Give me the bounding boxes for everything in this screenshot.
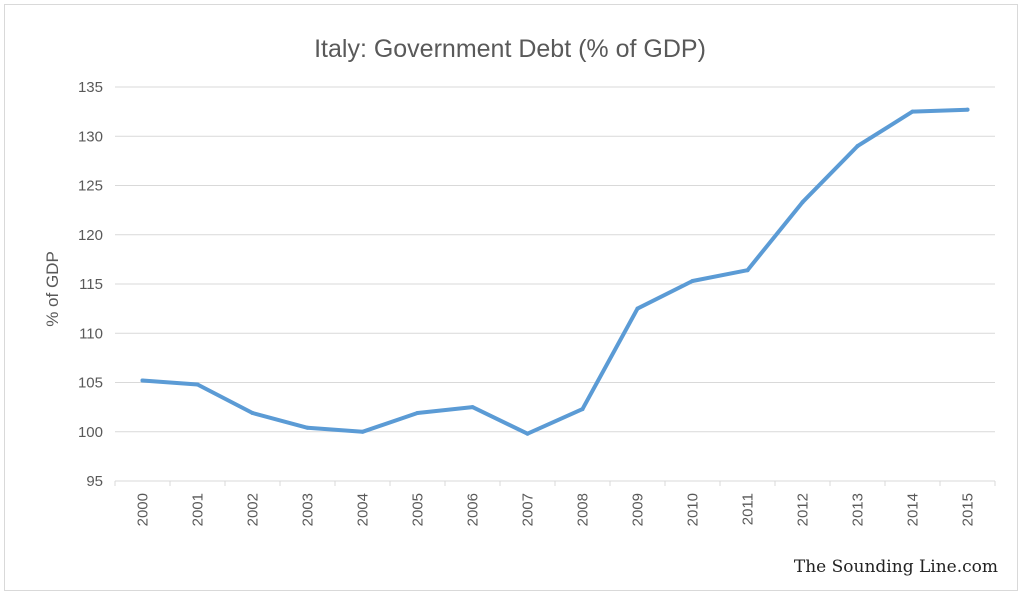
y-tick-label: 95 [86,473,103,490]
x-tick-label: 2007 [520,493,537,526]
data-point [745,268,750,273]
data-point [525,431,530,436]
x-tick-label: 2004 [355,493,372,526]
data-point [580,407,585,412]
x-tick-label: 2015 [960,493,977,526]
x-tick-label: 2002 [245,493,262,526]
data-point [965,107,970,112]
data-point [195,382,200,387]
chart-title: Italy: Government Debt (% of GDP) [314,35,706,63]
data-point [855,144,860,149]
data-point [250,411,255,416]
y-tick-label: 105 [78,375,103,392]
series-group [140,107,970,436]
data-point [415,411,420,416]
chart-frame: Italy: Government Debt (% of GDP) % of G… [4,4,1018,591]
x-tick-label: 2005 [410,493,427,526]
x-tick-label: 2010 [685,493,702,526]
x-tick-label: 2000 [135,493,152,526]
data-point [470,405,475,410]
x-tick-label: 2011 [740,493,757,525]
data-point [305,425,310,430]
x-axis-ticks: 2000 2001 2002 2003 2004 2005 2006 2007 2008 2009… [114,481,996,526]
x-tick-label: 2003 [300,493,317,526]
y-tick-label: 135 [78,79,103,96]
y-tick-label: 110 [79,325,103,342]
series-line [140,107,970,436]
x-tick-label: 2008 [575,493,592,526]
x-tick-label: 2013 [850,493,867,526]
y-tick-label: 125 [78,178,103,195]
watermark: The Sounding Line.com [794,557,998,577]
gridlines [115,86,995,482]
x-tick-label: 2001 [190,493,207,526]
y-tick-label: 100 [78,424,103,441]
x-tick-label: 2012 [795,493,812,526]
y-axis-title: % of GDP [43,251,62,327]
data-point [635,306,640,311]
data-point [800,200,805,205]
y-tick-label: 130 [78,128,103,145]
data-point [690,279,695,284]
y-tick-label: 120 [78,227,103,244]
x-tick-label: 2009 [630,493,647,526]
data-point [140,378,145,383]
y-tick-label: 115 [79,276,103,293]
data-point [910,109,915,114]
y-axis-ticks: 95 100 105 110 115 120 125 130 135 [78,79,103,490]
x-tick-label: 2014 [905,493,922,526]
data-point [360,429,365,434]
line-chart: Italy: Government Debt (% of GDP) % of G… [43,35,998,577]
x-tick-label: 2006 [465,493,482,526]
